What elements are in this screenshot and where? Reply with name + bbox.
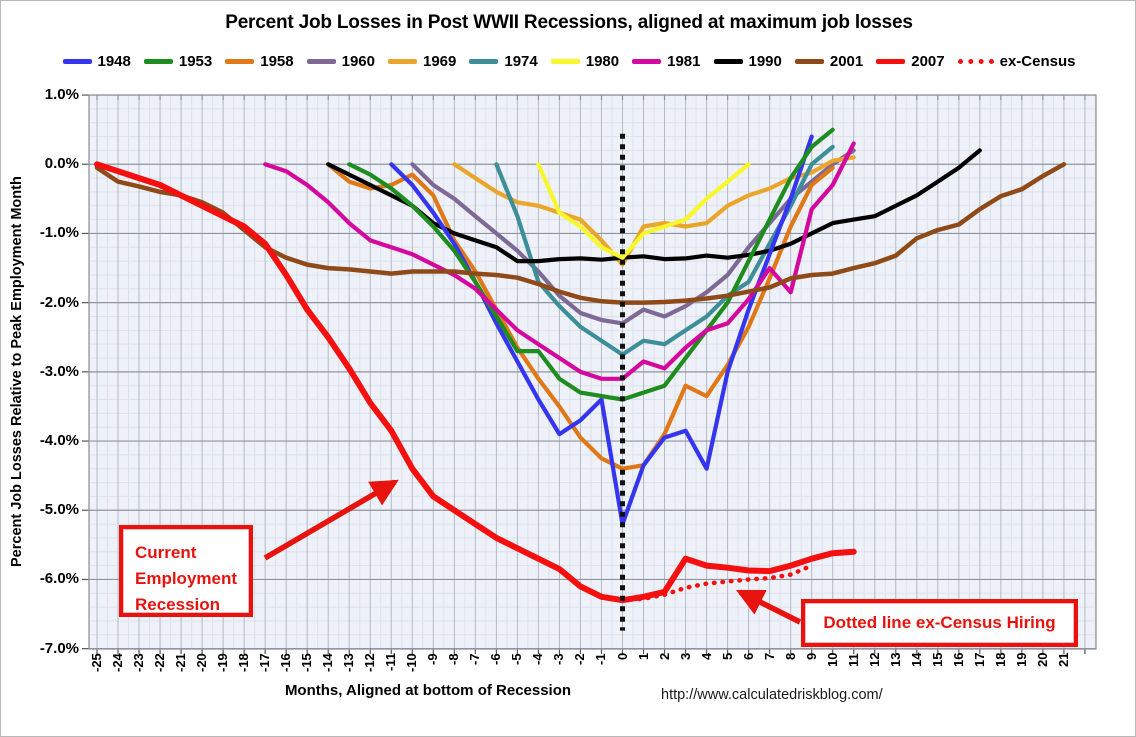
legend-item-1948: 1948 [62,53,131,70]
y-tick-label: -7.0% [39,639,79,657]
x-tick-label: 3 [677,653,693,661]
series-line-ex-Census [620,563,814,603]
x-tick-label: 7 [761,653,777,661]
annotation-line: Recession [135,595,221,614]
y-tick-label: 1.0% [44,86,79,104]
legend-swatch-1948 [62,59,92,64]
legend-swatch-ex-Census [957,59,994,64]
y-tick-label: -5.0% [39,501,79,519]
legend-label: 2001 [829,53,864,70]
legend-swatch-1958 [225,59,255,64]
x-tick-label: -25 [89,653,104,672]
legend-label: ex-Census [999,53,1076,70]
series-line-1948 [389,134,814,527]
legend-item-1953: 1953 [143,53,213,70]
x-tick-label: 14 [908,653,924,668]
y-tick-label: -4.0% [39,432,79,450]
x-tick-label: -20 [194,653,210,672]
legend-item-1980: 1980 [550,53,620,70]
ex-census-annotation: Dotted line ex-Census Hiring [801,599,1078,647]
y-tick-label: 0.0% [44,155,79,173]
x-tick-label: 19 [1013,653,1029,668]
series-line-1980 [536,162,751,260]
legend-label: 1953 [178,53,213,70]
x-tick-label: 18 [992,653,1008,668]
x-tick-label: 10 [824,653,840,668]
x-tick-label: 15 [929,653,945,668]
annotation-line: Employment [135,569,238,588]
legend-swatch-1960 [306,59,336,64]
series-line-2007 [94,161,857,604]
x-tick-label: 17 [971,653,987,668]
legend-item-1969: 1969 [388,53,456,70]
y-tick-label: -3.0% [39,362,79,380]
legend-label: 1948 [97,53,131,70]
series-line-1960 [410,148,856,326]
x-tick-label: -24 [110,653,126,672]
legend-label: 1981 [667,53,701,70]
legend-swatch-2007 [876,59,906,64]
ex-census-annotation-arrow [736,589,802,625]
plot-border [88,94,1097,650]
legend-item-2007: 2007 [876,53,945,70]
y-tick-label: -2.0% [39,293,79,311]
legend-swatch-1953 [143,59,173,64]
chart-title: Percent Job Losses in Post WWII Recessio… [225,12,913,33]
legend-label: 2007 [911,53,945,70]
y-tick-label: -6.0% [39,570,79,588]
series-line-1958 [326,162,835,471]
recession-annotation-arrow [263,479,399,561]
legend-item-1981: 1981 [632,53,701,70]
x-tick-label: 12 [866,653,882,668]
legend-item-1974: 1974 [469,53,538,70]
x-tick-label: 20 [1034,653,1050,668]
legend-label: 1990 [748,53,782,70]
legend-item-2001: 2001 [794,53,864,70]
series-line-1953 [347,127,835,402]
source-url: http://www.calculatedriskblog.com/ [661,687,883,703]
legend-label: 1960 [341,53,375,70]
series-line-1990 [326,148,982,264]
x-tick-label: 21 [1055,653,1071,668]
x-tick-label: 6 [740,653,756,661]
x-tick-label: -21 [173,653,189,672]
legend-swatch-1969 [388,59,417,64]
legend-item-ex-Census: ex-Census [957,53,1076,70]
legend-item-1990: 1990 [713,53,782,70]
legend-swatch-1990 [713,59,743,64]
x-tick-label: 1 [635,653,651,661]
x-tick-label: 2 [656,653,672,661]
x-tick-label: -23 [131,653,147,672]
legend-swatch-1981 [632,59,662,64]
current-recession-annotation: Current Employment Recession [119,525,253,617]
x-tick-label: 11 [845,653,861,667]
legend-label: 1958 [260,53,294,70]
legend-item-1960: 1960 [306,53,375,70]
x-tick-label: 9 [803,653,819,661]
y-tick-label: -1.0% [39,224,79,242]
x-tick-label: 16 [950,653,966,668]
x-axis-title: Months, Aligned at bottom of Recession [284,682,572,699]
annotation-line: Current [135,543,197,562]
legend-swatch-1980 [550,59,580,64]
legend-swatch-2001 [794,59,824,64]
x-tick-label: -22 [152,653,168,672]
x-tick-label: 13 [887,653,903,668]
x-tick-label: 4 [698,653,714,661]
legend-label: 1969 [423,53,457,70]
legend-label: 1974 [504,53,538,70]
legend-item-1958: 1958 [225,53,294,70]
x-tick-label: 8 [782,653,798,661]
legend: 1948 1953 1958 1960 1969 1974 1980 1981 1990 2001… [1,53,1135,70]
series-line-1969 [452,155,856,267]
legend-label: 1980 [585,53,620,70]
x-tick-label: 5 [719,653,735,661]
legend-swatch-1974 [469,59,499,64]
